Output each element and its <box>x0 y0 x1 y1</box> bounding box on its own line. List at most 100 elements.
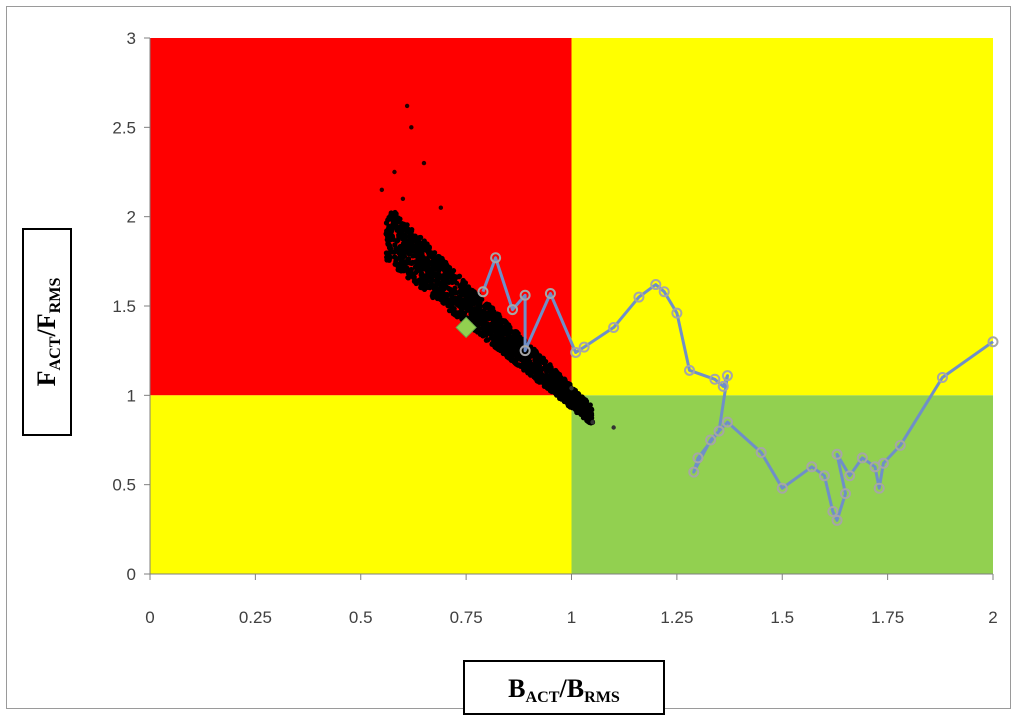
cloud-point <box>444 265 451 271</box>
series-point <box>490 252 502 264</box>
cloud-outlier <box>379 187 385 193</box>
cloud-point <box>583 411 589 417</box>
x-axis-title-mid: /B <box>559 674 585 703</box>
series-point <box>839 488 851 500</box>
cloud-point <box>422 247 428 253</box>
cloud-point <box>399 246 406 252</box>
cloud-point <box>394 214 400 221</box>
cloud-point <box>432 250 438 256</box>
series-point <box>827 505 839 517</box>
cloud-point <box>579 396 585 402</box>
y-tick-label: 0 <box>127 565 136 584</box>
cloud-point <box>538 355 544 361</box>
cloud-outlier <box>438 205 444 210</box>
cloud-point <box>386 254 392 260</box>
series-point <box>721 370 733 382</box>
cloud-point <box>458 285 464 291</box>
series-line-0 <box>481 256 994 522</box>
cloud-point <box>475 301 481 307</box>
cloud-point <box>468 304 474 311</box>
cloud-point <box>410 232 416 239</box>
series-point <box>713 425 725 437</box>
cloud-point <box>453 310 459 316</box>
cloud-point <box>402 222 408 228</box>
cloud-point <box>393 223 400 229</box>
cloud-point <box>442 260 448 267</box>
cloud-outlier <box>611 425 616 430</box>
cloud-point <box>425 260 431 266</box>
cloud-point <box>395 266 401 272</box>
series-point <box>671 307 683 319</box>
series-point <box>755 447 767 459</box>
x-tick-label: 1.75 <box>871 608 904 627</box>
series-point <box>519 345 531 357</box>
cloud-point <box>441 300 447 306</box>
cloud-point <box>447 286 453 292</box>
series-point <box>818 470 830 482</box>
series-point <box>688 466 700 478</box>
cloud-point <box>574 409 580 415</box>
cloud-point <box>433 285 440 292</box>
cloud-outlier <box>569 385 574 391</box>
x-tick-label: 1.25 <box>660 608 693 627</box>
cloud-point <box>506 334 513 340</box>
cloud-point <box>435 265 441 271</box>
x-axis-title: BACT/BRMS <box>463 660 665 715</box>
cloud-point <box>417 257 423 263</box>
series-point <box>709 373 721 385</box>
y-axis-title-mid: /F <box>32 313 61 337</box>
series-point <box>477 286 489 298</box>
cloud-point <box>443 296 449 302</box>
cloud-point <box>532 358 539 364</box>
y-axis-title-sub2: RMS <box>46 277 64 314</box>
cloud-point <box>509 349 515 355</box>
series-point <box>608 321 620 333</box>
cloud-point <box>491 324 497 330</box>
series-point <box>633 291 645 303</box>
cloud-point <box>521 365 527 372</box>
cloud-point <box>554 377 560 383</box>
cloud-point <box>393 258 399 265</box>
cloud-point <box>460 311 466 317</box>
cloud-point <box>483 337 489 343</box>
cloud-point <box>574 391 581 397</box>
cloud-point <box>421 240 427 246</box>
cloud-point <box>428 275 435 281</box>
cloud-point <box>480 333 486 339</box>
cloud-point <box>529 350 535 356</box>
cloud-point <box>396 234 402 240</box>
cloud-point <box>450 290 457 296</box>
series-point <box>806 461 818 473</box>
region-1 <box>571 38 993 396</box>
cloud-point <box>424 268 430 274</box>
cloud-point <box>388 226 394 232</box>
cloud-point <box>430 294 436 301</box>
y-tick-label: 1 <box>127 386 136 405</box>
y-tick-label: 3 <box>127 29 136 48</box>
series-point <box>684 364 696 376</box>
series-point <box>519 289 531 301</box>
cloud-point <box>543 381 549 387</box>
cloud-point <box>438 282 444 288</box>
cloud-point <box>507 326 513 332</box>
cloud-point <box>383 250 390 256</box>
y-axis-title: FACT/FRMS <box>22 228 72 436</box>
series-point <box>776 482 788 494</box>
cloud-point <box>462 300 468 306</box>
cloud-point <box>444 291 450 298</box>
cloud-point <box>416 246 422 252</box>
series-point <box>692 452 704 464</box>
cloud-point <box>452 276 458 282</box>
series-point <box>844 470 856 482</box>
y-axis-title-sub1: ACT <box>46 336 64 371</box>
cloud-point <box>396 228 403 234</box>
cloud-point <box>498 343 505 350</box>
cloud-point <box>405 274 411 281</box>
cloud-point <box>465 295 471 301</box>
y-tick-label: 2.5 <box>112 118 136 137</box>
cloud-point <box>503 323 509 329</box>
y-tick-label: 1.5 <box>112 297 136 316</box>
cloud-point <box>546 373 552 380</box>
cloud-point <box>475 318 481 324</box>
series-point <box>831 448 843 460</box>
